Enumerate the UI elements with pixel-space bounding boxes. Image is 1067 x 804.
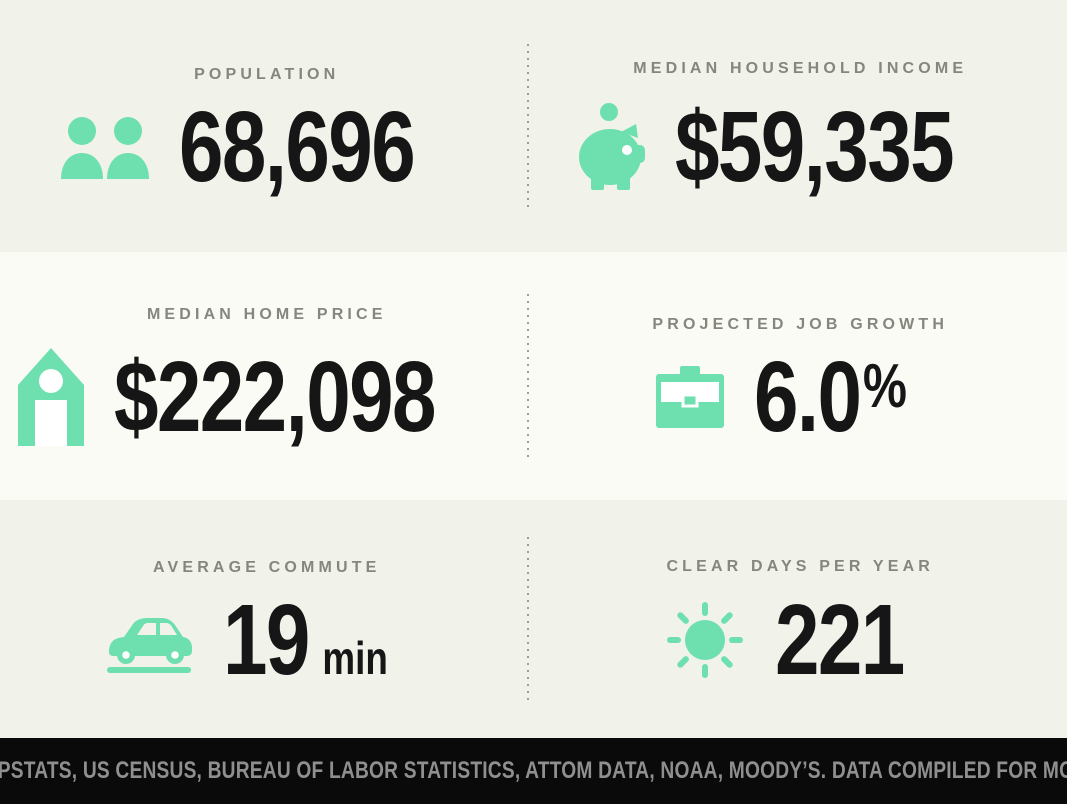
population-label: POPULATION <box>194 66 340 83</box>
row-commute-cleardays: AVERAGE COMMUTE <box>0 500 1067 738</box>
job-growth-value: 6.0% <box>753 341 907 453</box>
commute-label: AVERAGE COMMUTE <box>153 559 381 576</box>
income-label: MEDIAN HOUSEHOLD INCOME <box>633 60 968 77</box>
sun-icon <box>665 600 745 680</box>
income-value: $59,335 <box>674 91 955 203</box>
row-population-income: POPULATION 68,696 MEDIAN HOUSEHO <box>0 0 1067 252</box>
stat-population: POPULATION 68,696 <box>0 0 534 252</box>
piggy-bank-icon <box>578 102 645 192</box>
people-icon <box>60 115 149 179</box>
briefcase-icon <box>655 366 724 428</box>
percent-suffix: % <box>862 352 907 422</box>
clear-days-label: CLEAR DAYS PER YEAR <box>666 558 935 575</box>
dotted-divider <box>527 294 529 458</box>
stat-projected-job-growth: PROJECTED JOB GROWTH 6.0% <box>534 252 1067 500</box>
home-price-label: MEDIAN HOME PRICE <box>146 306 387 323</box>
population-value: 68,696 <box>178 91 416 203</box>
sources-footer: SOURCES: STI: POPSTATS, US CENSUS, BUREA… <box>0 738 1067 804</box>
stat-clear-days: CLEAR DAYS PER YEAR <box>534 500 1067 738</box>
house-icon <box>18 348 85 446</box>
clear-days-value: 221 <box>774 584 905 696</box>
row-home-jobs: MEDIAN HOME PRICE $222,098 PROJECTED JOB… <box>0 252 1067 500</box>
stat-average-commute: AVERAGE COMMUTE <box>0 500 534 738</box>
car-icon <box>105 607 193 673</box>
sources-text: SOURCES: STI: POPSTATS, US CENSUS, BUREA… <box>0 757 1067 784</box>
dotted-divider <box>527 537 529 701</box>
stat-median-household-income: MEDIAN HOUSEHOLD INCOME $59, <box>534 0 1067 252</box>
stat-median-home-price: MEDIAN HOME PRICE $222,098 <box>0 252 534 500</box>
min-suffix: min <box>322 632 388 684</box>
dotted-divider <box>527 44 529 208</box>
job-growth-label: PROJECTED JOB GROWTH <box>652 316 949 333</box>
home-price-value: $222,098 <box>114 341 436 453</box>
commute-value: 19 min <box>222 584 388 696</box>
